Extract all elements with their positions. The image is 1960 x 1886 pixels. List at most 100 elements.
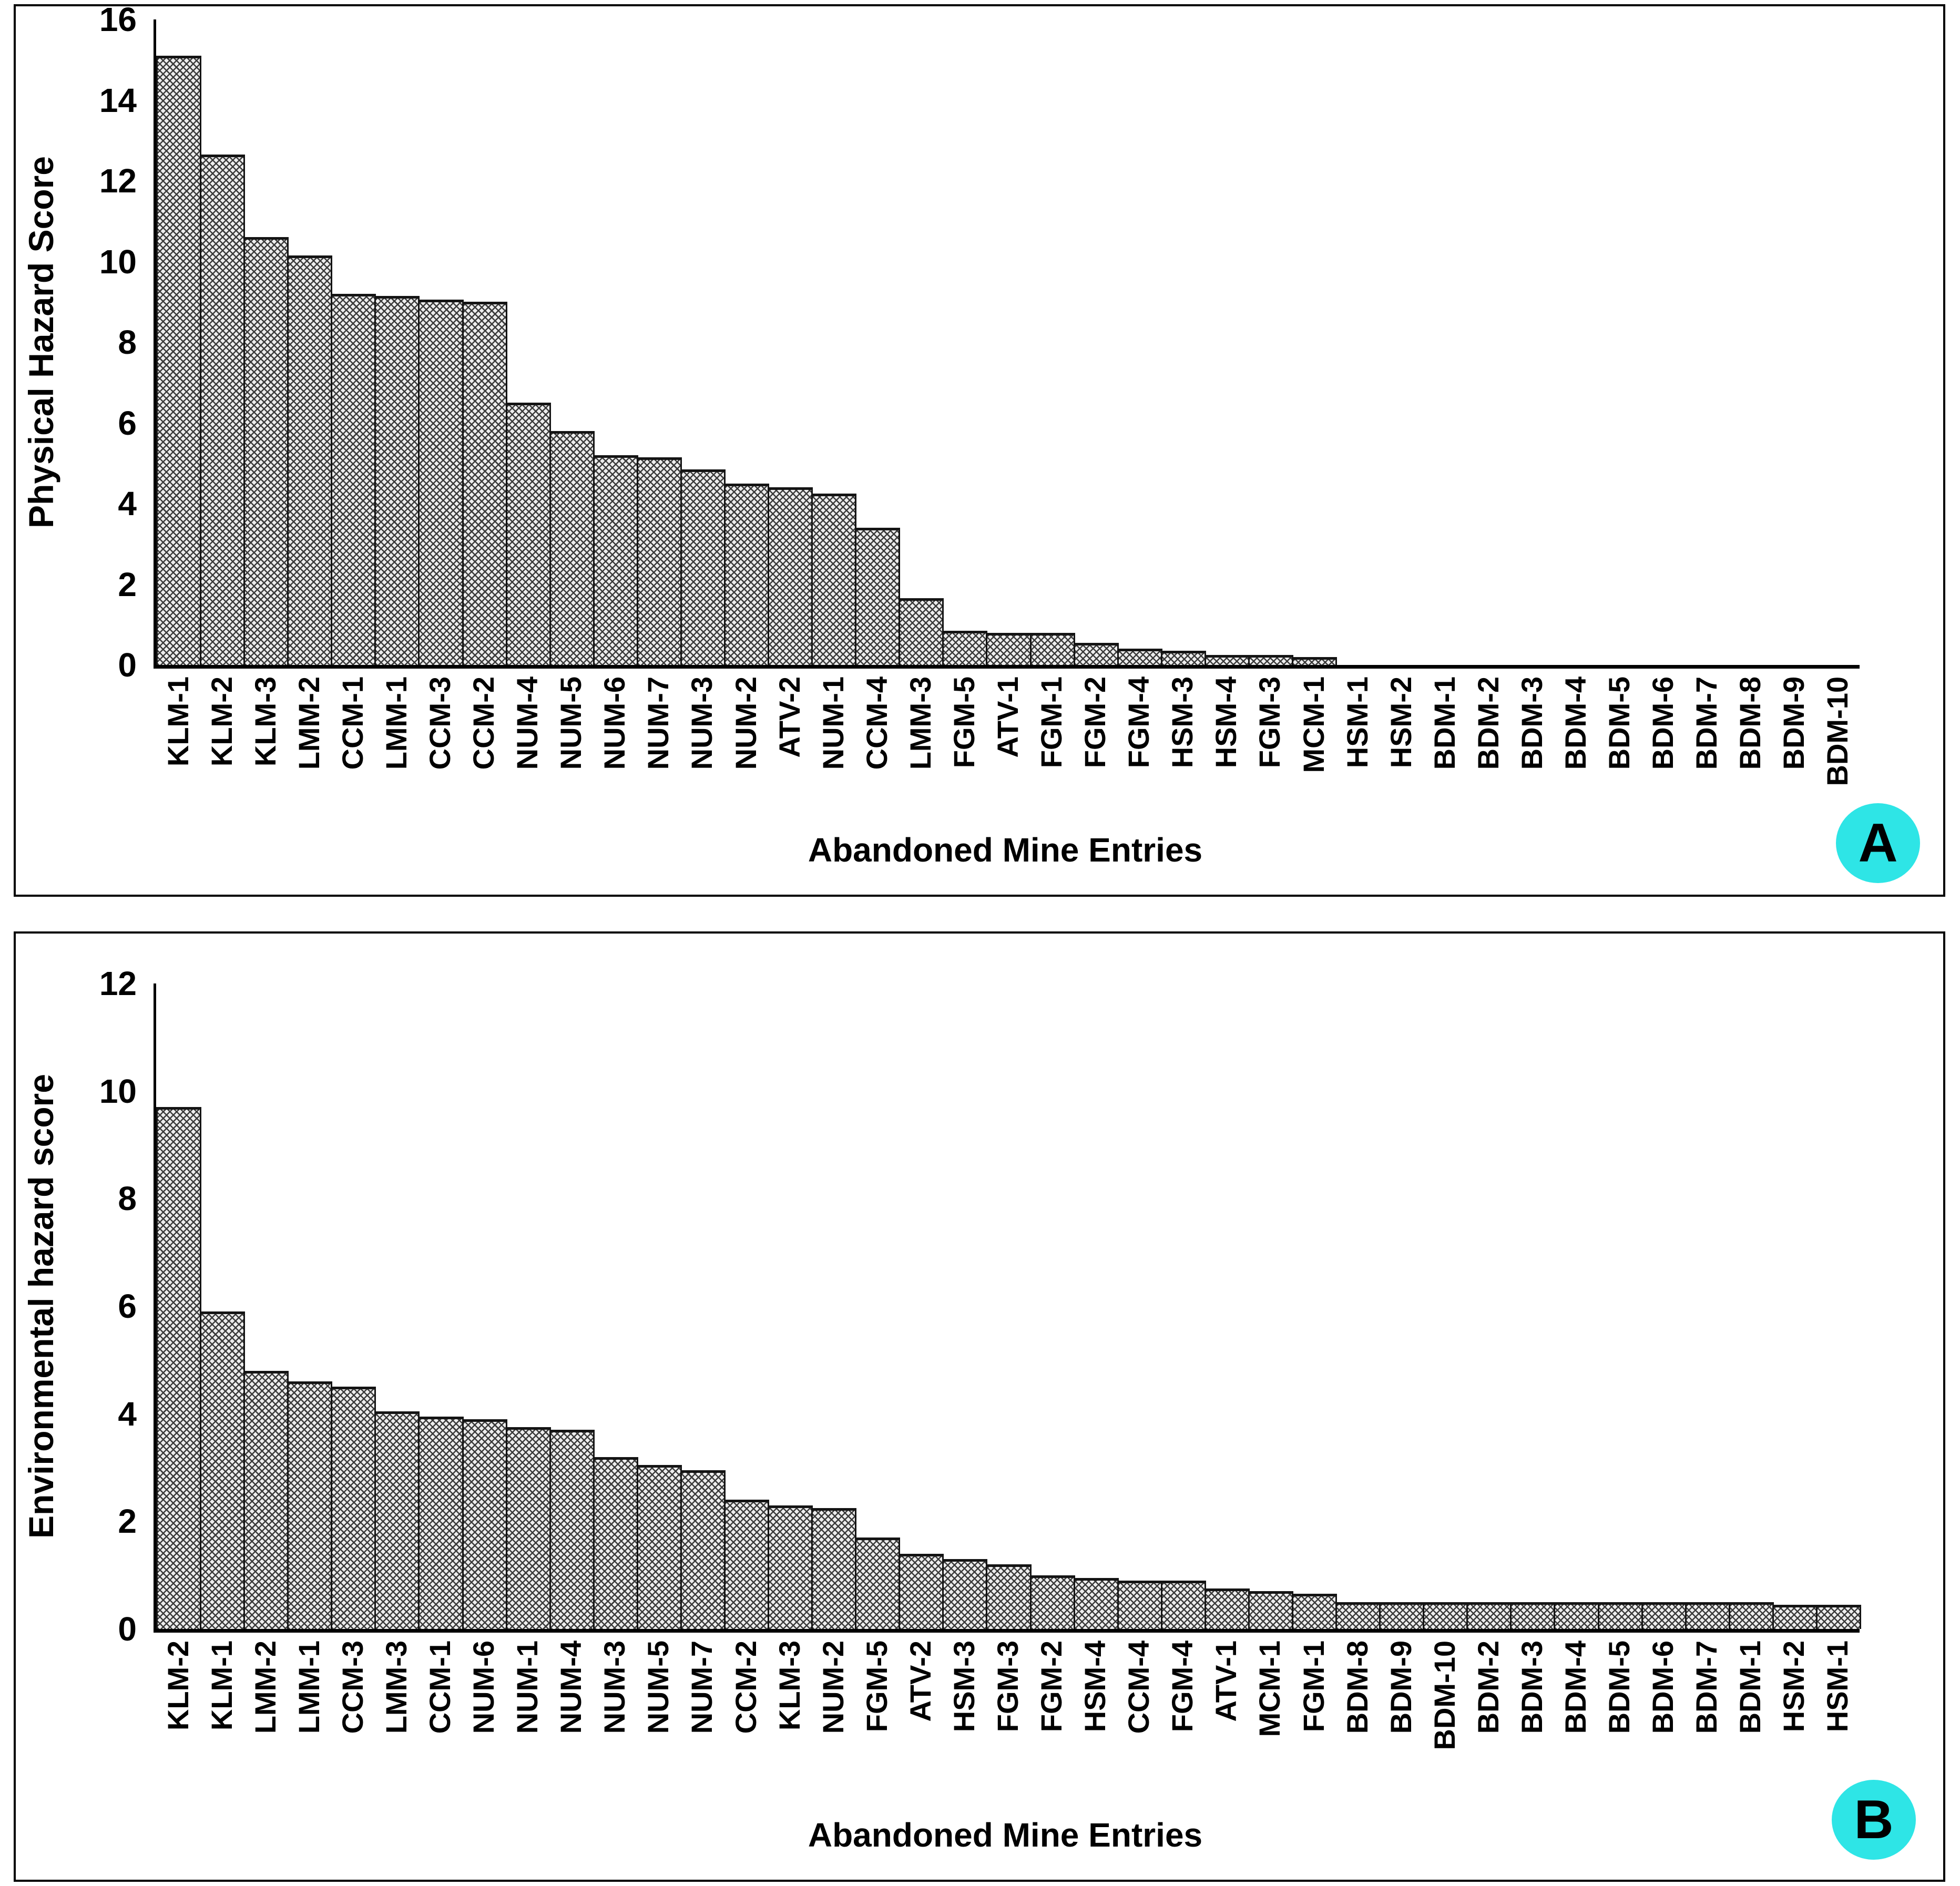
bar-LMM-3 (899, 598, 944, 665)
y-tick-label: 14 (99, 81, 137, 119)
bar-CCM-4 (855, 528, 901, 665)
plot-area (154, 983, 1861, 1633)
x-tick-label-HSM-1: HSM-1 (1340, 676, 1374, 768)
bar-FGM-3 (986, 1564, 1032, 1629)
x-tick-label-LMM-2: LMM-2 (292, 676, 325, 770)
y-tick-label: 8 (118, 323, 137, 361)
x-tick-label-BDM-4: BDM-4 (1558, 1641, 1592, 1734)
x-tick-label-ATV-1: ATV-1 (991, 676, 1024, 758)
bar-HSM-4 (1073, 1578, 1119, 1629)
y-tick-label: 4 (118, 1395, 137, 1433)
x-tick-label-NUM-5: NUM-5 (554, 676, 588, 770)
bar-FGM-1 (1292, 1594, 1338, 1629)
bar-HSM-2 (1772, 1605, 1818, 1629)
bar-NUM-1 (505, 1427, 551, 1629)
x-tick-label-LMM-2: LMM-2 (248, 1641, 282, 1734)
x-tick-label-BDM-7: BDM-7 (1690, 676, 1723, 770)
bar-ATV-2 (768, 487, 813, 665)
bar-HSM-3 (942, 1559, 988, 1629)
y-tick-label: 16 (99, 1, 137, 38)
bar-NUM-4 (549, 1430, 595, 1629)
bar-NUM-3 (593, 1457, 638, 1629)
x-tick-label-FGM-2: FGM-2 (1078, 676, 1112, 768)
x-tick-label-LMM-1: LMM-1 (292, 1641, 325, 1734)
x-tick-label-BDM-8: BDM-8 (1340, 1641, 1374, 1734)
x-tick-label-LMM-1: LMM-1 (379, 676, 413, 770)
x-tick-label-FGM-1: FGM-1 (1035, 676, 1068, 768)
x-axis-title: Abandoned Mine Entries (808, 1816, 1203, 1854)
x-tick-label-NUM-1: NUM-1 (511, 1641, 544, 1734)
x-tick-label-FGM-3: FGM-3 (991, 1641, 1024, 1733)
bar-FGM-5 (942, 631, 988, 665)
y-tick-label: 12 (99, 965, 137, 1002)
bar-FGM-3 (1248, 655, 1293, 665)
bar-FGM-2 (1073, 643, 1119, 665)
x-tick-label-HSM-3: HSM-3 (1166, 676, 1199, 768)
bar-BDM-10 (1423, 1602, 1468, 1629)
bar-FGM-4 (1160, 1581, 1206, 1629)
y-tick-label: 6 (118, 404, 137, 442)
chart-panel-a: Physical Hazard Score 16 14 12 10 8 6 4 2 0 KLM-… (14, 1, 1945, 897)
bar-BDM-2 (1466, 1602, 1512, 1629)
x-tick-label-KLM-1: KLM-1 (205, 1641, 238, 1731)
x-tick-label-NUM-3: NUM-3 (685, 676, 719, 770)
x-tick-label-CCM-3: CCM-3 (423, 676, 456, 770)
x-tick-label-MCM-1: MCM-1 (1253, 1641, 1287, 1737)
bar-BDM-8 (1335, 1602, 1381, 1629)
x-tick-label-KLM-3: KLM-3 (248, 676, 282, 767)
panel-b-badge: B (1832, 1780, 1916, 1860)
x-tick-label-BDM-3: BDM-3 (1515, 676, 1548, 770)
x-tick-label-HSM-2: HSM-2 (1777, 1641, 1811, 1733)
x-tick-label-BDM-9: BDM-9 (1384, 1641, 1417, 1734)
x-tick-label-NUM-4: NUM-4 (554, 1641, 588, 1734)
bar-FGM-4 (1117, 649, 1162, 665)
x-tick-label-HSM-4: HSM-4 (1078, 1641, 1112, 1733)
y-tick-label: 6 (118, 1287, 137, 1325)
bar-LMM-1 (287, 1381, 333, 1629)
bar-NUM-1 (811, 494, 857, 665)
x-tick-label-HSM-4: HSM-4 (1209, 676, 1243, 768)
x-tick-label-BDM-9: BDM-9 (1777, 676, 1811, 770)
bar-NUM-7 (636, 457, 682, 665)
bar-BDM-3 (1510, 1602, 1556, 1629)
chart-panel-b: Environmental hazard score 12 10 8 6 4 2 0 KLM… (14, 931, 1945, 1882)
x-tick-label-FGM-3: FGM-3 (1253, 676, 1287, 768)
x-axis-tick-labels: KLM-2 KLM-1 LMM-2 LMM-1 CCM-3 LMM-3 CCM-1 NUM-6… (156, 1641, 1860, 1798)
bar-KLM-3 (768, 1505, 813, 1629)
y-tick-label: 0 (118, 646, 137, 684)
x-axis-tick-labels: KLM-1 KLM-2 KLM-3 LMM-2 CCM-1 LMM-1 CCM-3 CCM-2… (156, 676, 1860, 834)
bar-FGM-5 (855, 1538, 901, 1629)
x-tick-label-FGM-1: FGM-1 (1297, 1641, 1330, 1733)
x-tick-label-BDM-3: BDM-3 (1515, 1641, 1548, 1734)
bar-LMM-1 (374, 296, 420, 665)
y-tick-label: 8 (118, 1180, 137, 1218)
x-tick-label-ATV-2: ATV-2 (903, 1641, 937, 1722)
bar-KLM-1 (200, 1311, 246, 1629)
bar-LMM-3 (374, 1411, 420, 1629)
x-tick-label-BDM-10: BDM-10 (1427, 1641, 1461, 1750)
x-tick-label-HSM-1: HSM-1 (1821, 1641, 1854, 1733)
x-tick-label-BDM-2: BDM-2 (1471, 1641, 1505, 1734)
x-tick-label-KLM-3: KLM-3 (772, 1641, 806, 1731)
x-tick-label-ATV-2: ATV-2 (772, 676, 806, 758)
x-tick-label-BDM-1: BDM-1 (1427, 676, 1461, 770)
bar-BDM-9 (1379, 1602, 1425, 1629)
bar-CCM-4 (1117, 1581, 1162, 1629)
x-tick-label-NUM-3: NUM-3 (598, 1641, 631, 1734)
x-tick-label-BDM-10: BDM-10 (1821, 676, 1854, 786)
bar-BDM-6 (1641, 1602, 1687, 1629)
x-tick-label-ATV-1: ATV-1 (1209, 1641, 1243, 1722)
bar-CCM-2 (462, 302, 507, 665)
bar-ATV-1 (1204, 1588, 1250, 1629)
bar-MCM-1 (1292, 657, 1338, 665)
x-tick-label-BDM-6: BDM-6 (1646, 1641, 1680, 1734)
x-tick-label-BDM-8: BDM-8 (1733, 676, 1767, 770)
x-tick-label-MCM-1: MCM-1 (1297, 676, 1330, 773)
y-tick-label: 0 (118, 1610, 137, 1648)
y-tick-label: 2 (118, 1502, 137, 1541)
x-tick-label-FGM-5: FGM-5 (860, 1641, 893, 1733)
bar-KLM-3 (243, 237, 289, 665)
bar-HSM-3 (1160, 651, 1206, 665)
x-tick-label-BDM-6: BDM-6 (1646, 676, 1680, 770)
y-tick-label: 2 (118, 565, 137, 603)
